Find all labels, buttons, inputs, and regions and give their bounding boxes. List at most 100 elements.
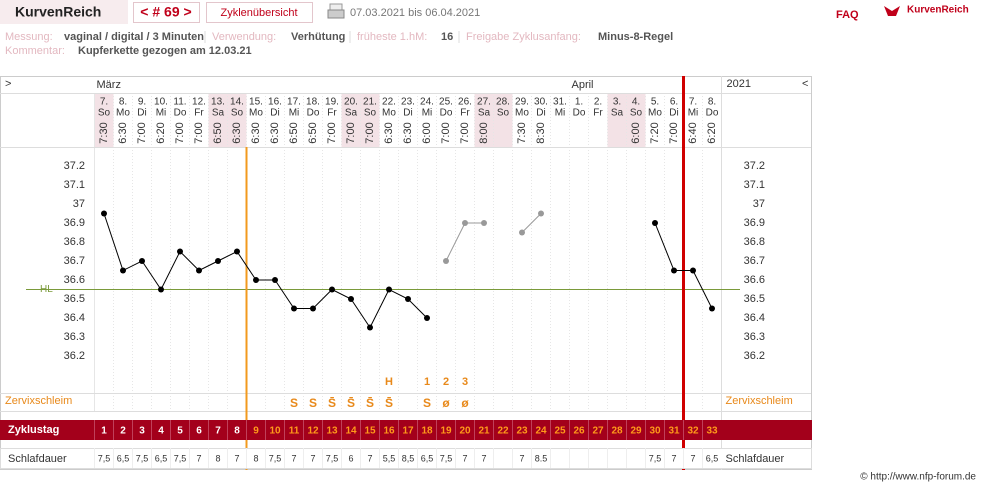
info-label: Messung: (5, 31, 53, 43)
day-number: 7. (689, 97, 697, 108)
peak-mark: H (385, 376, 393, 388)
time: 7:30 (98, 122, 110, 143)
cervix-symbol: ø (442, 396, 450, 410)
sleep-row (0, 448, 812, 469)
faq-link[interactable]: FAQ (836, 9, 859, 21)
nav-right: < (802, 78, 808, 90)
hl-label: HL (40, 284, 53, 295)
day-number: 22. (382, 97, 396, 108)
info-label: Kommentar: (5, 45, 65, 57)
day-number: 21. (363, 97, 377, 108)
logo-text[interactable]: KurvenReich (907, 5, 969, 16)
data-point (234, 248, 240, 255)
cycle-day: 17 (402, 426, 414, 437)
time: 6:30 (383, 122, 395, 143)
time: 6:50 (288, 122, 300, 143)
sleep-value: 6,5 (155, 453, 168, 463)
weekend-cell (493, 93, 513, 147)
print-icon[interactable] (327, 3, 345, 19)
data-point (462, 220, 468, 226)
day-number: 4. (632, 97, 640, 108)
logo-icon (884, 6, 900, 16)
cycle-day: 4 (158, 426, 164, 437)
cycle-nav-box[interactable] (133, 2, 200, 23)
date-range: 07.03.2021 bis 06.04.2021 (350, 7, 480, 19)
time: 8:00 (478, 122, 490, 143)
day-number: 13. (211, 97, 225, 108)
sleep-value: 7 (519, 453, 524, 463)
sleep-value: 7 (367, 453, 372, 463)
data-point (481, 220, 487, 226)
cervix-label: Zervixschleim (726, 395, 793, 407)
info-value: Minus-8-Regel (598, 31, 673, 43)
cycle-day: 32 (687, 426, 699, 437)
weekday: So (231, 108, 244, 119)
time: 6:30 (117, 122, 129, 143)
data-point (709, 305, 715, 312)
weekend-cell (94, 93, 114, 147)
cycle-day: 28 (611, 426, 623, 437)
time: 6:40 (687, 122, 699, 143)
weekday: Di (270, 108, 279, 119)
cycle-day: 20 (459, 426, 471, 437)
cycle-day: 27 (592, 426, 604, 437)
y-tick-label: 36.5 (744, 293, 765, 305)
y-tick-label: 36.6 (744, 274, 765, 286)
time: 6:00 (630, 122, 642, 143)
nav-left[interactable]: > (5, 78, 11, 90)
day-number: 31. (553, 97, 567, 108)
sleep-value: 7,5 (440, 453, 453, 463)
time: 6:30 (231, 122, 243, 143)
data-point (519, 229, 525, 236)
day-number: 15. (249, 97, 263, 108)
year-label: 2021 (727, 78, 751, 90)
cycle-nav[interactable]: < # 69 > (140, 4, 191, 20)
cycle-day: 14 (345, 426, 357, 437)
cervix-symbol: S̄ (385, 396, 393, 410)
day-number: 8. (708, 97, 716, 108)
time: 7:20 (649, 122, 661, 143)
info-value: Kupferkette gezogen am 12.03.21 (78, 45, 252, 57)
weekend-cell (474, 93, 494, 147)
day-number: 26. (458, 97, 472, 108)
cycle-day: 24 (535, 426, 547, 437)
time: 7:00 (326, 122, 338, 143)
overview-box[interactable] (206, 2, 313, 23)
day-number: 19. (325, 97, 339, 108)
data-point (443, 258, 449, 264)
info-value: Verhütung (291, 31, 345, 43)
sleep-value: 7,5 (98, 453, 111, 463)
sleep-value: 7 (310, 453, 315, 463)
data-point (253, 277, 259, 283)
weekday: Mo (382, 108, 396, 119)
time: 6:30 (250, 122, 262, 143)
overview-link[interactable]: Zyklenübersicht (220, 7, 297, 19)
peak-mark: 3 (462, 376, 468, 388)
y-tick-label: 36.4 (744, 312, 765, 324)
y-tick-label: 36.2 (64, 350, 85, 362)
weekday: Sa (611, 108, 624, 119)
data-point (538, 210, 544, 217)
weekday: Do (706, 108, 719, 119)
cycle-day: 7 (215, 426, 221, 437)
cycle-day: 13 (326, 426, 338, 437)
time: 7:00 (364, 122, 376, 143)
weekday: Sa (345, 108, 358, 119)
cycle-day: 26 (573, 426, 585, 437)
day-number: 17. (287, 97, 301, 108)
data-point (405, 296, 411, 302)
data-point (386, 286, 392, 293)
cycle-day: 21 (478, 426, 490, 437)
day-number: 9. (138, 97, 146, 108)
time: 7:00 (193, 122, 205, 143)
weekday: Mi (688, 108, 699, 119)
peak-mark: 1 (424, 376, 430, 388)
day-number: 25. (439, 97, 453, 108)
day-number: 7. (100, 97, 108, 108)
sleep-value: 7 (671, 453, 676, 463)
weekday: Di (403, 108, 412, 119)
sleep-value: 6 (348, 453, 353, 463)
y-tick-label: 37.2 (744, 160, 765, 172)
